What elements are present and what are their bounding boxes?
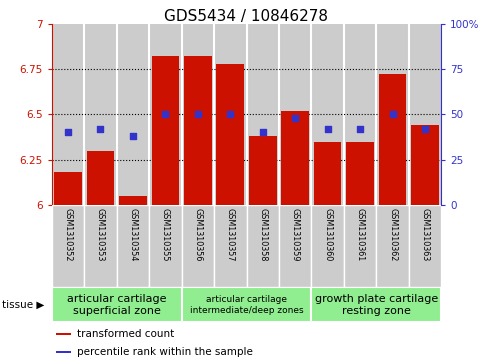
Bar <box>346 142 374 205</box>
Text: GSM1310352: GSM1310352 <box>64 208 72 261</box>
Point <box>161 111 169 117</box>
Bar <box>312 24 344 205</box>
Point <box>291 115 299 121</box>
Bar <box>376 24 409 205</box>
Bar <box>409 24 441 205</box>
Text: GSM1310362: GSM1310362 <box>388 208 397 261</box>
Point <box>129 133 137 139</box>
Bar <box>149 24 181 205</box>
Text: GSM1310353: GSM1310353 <box>96 208 105 261</box>
Bar <box>216 64 244 205</box>
Bar <box>312 205 344 287</box>
Bar <box>181 287 312 322</box>
Bar <box>279 24 312 205</box>
Text: GSM1310359: GSM1310359 <box>291 208 300 261</box>
Point <box>194 111 202 117</box>
Bar <box>246 24 279 205</box>
Bar <box>56 333 71 335</box>
Bar <box>214 205 246 287</box>
Point <box>97 126 105 132</box>
Text: articular cartilage
superficial zone: articular cartilage superficial zone <box>67 294 167 316</box>
Text: GSM1310356: GSM1310356 <box>193 208 202 261</box>
Bar <box>249 136 277 205</box>
Point <box>226 111 234 117</box>
Text: GSM1310357: GSM1310357 <box>226 208 235 261</box>
Text: tissue ▶: tissue ▶ <box>2 300 45 310</box>
Bar <box>52 205 84 287</box>
Bar <box>379 74 406 205</box>
Point <box>388 111 396 117</box>
Bar <box>56 351 71 354</box>
Point <box>324 126 332 132</box>
Bar <box>411 125 439 205</box>
Bar <box>52 287 181 322</box>
Point <box>421 126 429 132</box>
Bar <box>117 24 149 205</box>
Text: GSM1310360: GSM1310360 <box>323 208 332 261</box>
Bar <box>84 205 117 287</box>
Text: growth plate cartilage
resting zone: growth plate cartilage resting zone <box>315 294 438 316</box>
Bar <box>181 24 214 205</box>
Bar <box>181 205 214 287</box>
Bar <box>52 24 84 205</box>
Bar <box>282 111 309 205</box>
Bar <box>312 287 441 322</box>
Bar <box>54 172 82 205</box>
Bar <box>214 24 246 205</box>
Bar <box>151 56 179 205</box>
Bar <box>117 205 149 287</box>
Bar <box>376 205 409 287</box>
Bar <box>279 205 312 287</box>
Bar <box>84 24 117 205</box>
Bar <box>344 24 376 205</box>
Text: GSM1310363: GSM1310363 <box>421 208 429 261</box>
Text: GDS5434 / 10846278: GDS5434 / 10846278 <box>165 9 328 24</box>
Point <box>259 130 267 135</box>
Text: GSM1310358: GSM1310358 <box>258 208 267 261</box>
Text: GSM1310354: GSM1310354 <box>128 208 138 261</box>
Bar <box>87 151 114 205</box>
Bar <box>184 56 211 205</box>
Bar <box>119 196 147 205</box>
Point <box>64 130 72 135</box>
Bar <box>149 205 181 287</box>
Text: GSM1310355: GSM1310355 <box>161 208 170 261</box>
Text: percentile rank within the sample: percentile rank within the sample <box>77 347 253 357</box>
Bar <box>246 205 279 287</box>
Bar <box>409 205 441 287</box>
Point <box>356 126 364 132</box>
Text: GSM1310361: GSM1310361 <box>355 208 365 261</box>
Text: articular cartilage
intermediate/deep zones: articular cartilage intermediate/deep zo… <box>190 295 303 315</box>
Text: transformed count: transformed count <box>77 329 175 339</box>
Bar <box>344 205 376 287</box>
Bar <box>314 142 342 205</box>
